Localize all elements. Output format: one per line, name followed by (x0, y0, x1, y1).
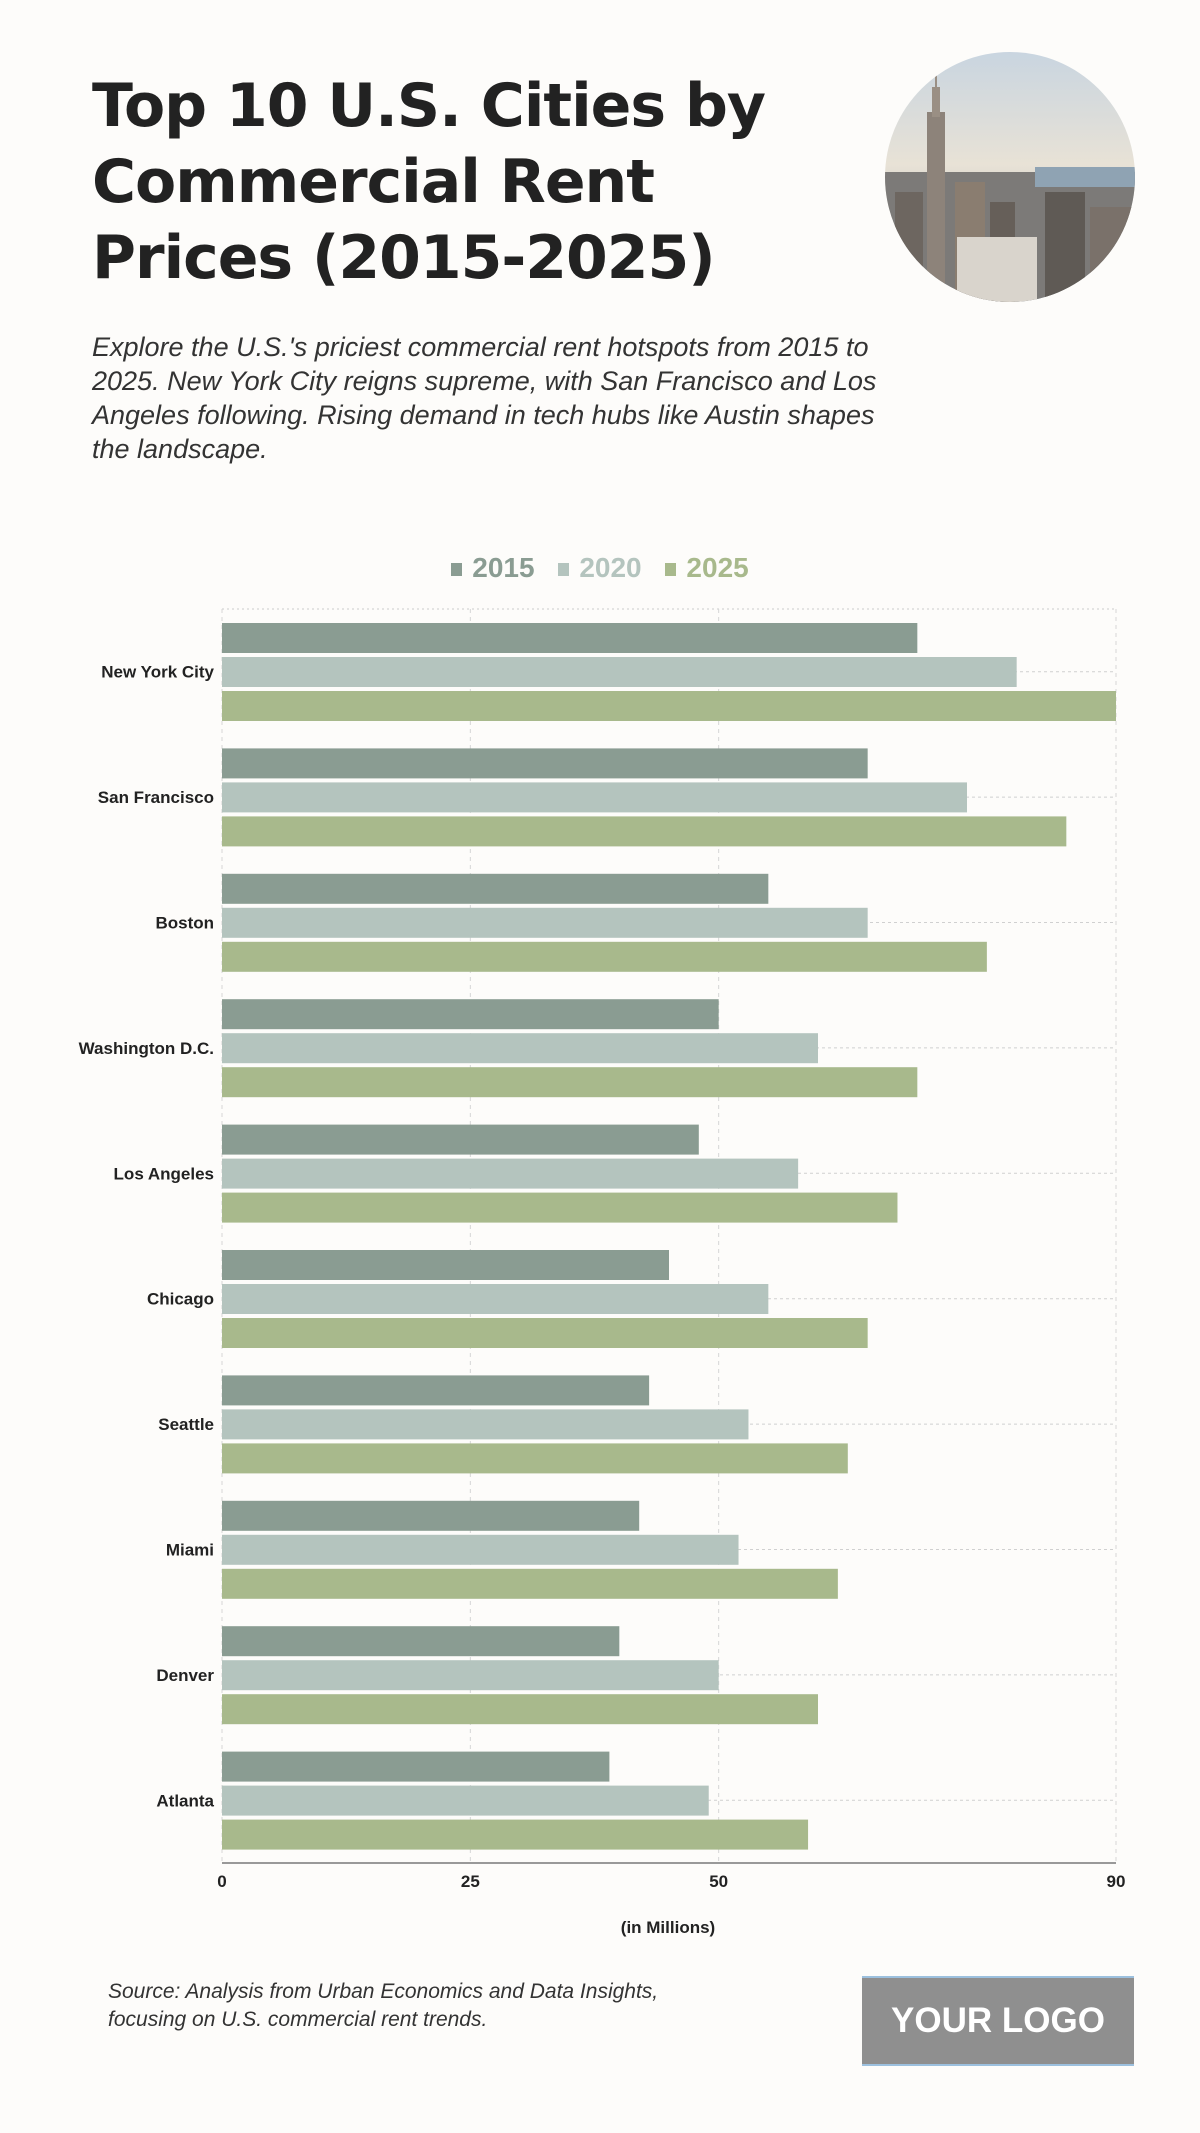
bar-2015 (222, 1375, 650, 1406)
category-label: Washington D.C. (79, 1039, 214, 1058)
category-label: San Francisco (98, 788, 214, 807)
bar-2025 (222, 1318, 868, 1348)
bar-2015 (222, 748, 868, 779)
bar-2025 (222, 1694, 818, 1725)
legend-swatch (665, 563, 677, 577)
bar-2015 (222, 999, 719, 1030)
bar-2015 (222, 1751, 610, 1782)
legend-swatch (558, 563, 570, 577)
bar-2020 (222, 1033, 818, 1064)
bar-2015 (222, 873, 769, 904)
bar-2025 (222, 1819, 809, 1850)
bar-2025 (222, 941, 987, 972)
legend-label: 2015 (472, 552, 535, 583)
bar-2020 (222, 1785, 709, 1816)
x-tick-label: 25 (461, 1872, 480, 1891)
legend-item-2015: 2015 (451, 552, 535, 583)
category-label: Seattle (158, 1415, 214, 1434)
bar-2015 (222, 1626, 620, 1657)
page-title: Top 10 U.S. Cities by Commercial Rent Pr… (92, 71, 766, 293)
bar-2020 (222, 907, 868, 938)
legend-label: 2025 (686, 552, 749, 583)
bar-2015 (222, 623, 918, 653)
category-label: Chicago (147, 1290, 214, 1309)
legend-item-2020: 2020 (558, 552, 642, 583)
city-skyline-photo (885, 52, 1135, 302)
bar-2020 (222, 1284, 769, 1314)
x-axis-label: (in Millions) (621, 1918, 715, 1937)
bar-2020 (222, 657, 1017, 687)
bar-2020 (222, 1534, 739, 1565)
bar-2020 (222, 1158, 799, 1189)
legend-swatch (451, 563, 463, 577)
bar-2020 (222, 1409, 749, 1440)
bar-2025 (222, 816, 1067, 847)
bar-2025 (222, 1568, 838, 1599)
category-label: Boston (155, 914, 214, 933)
x-tick-label: 90 (1107, 1872, 1126, 1891)
bar-chart: New York City San Francisco Boston Washingt… (79, 608, 1126, 1937)
bar-2020 (222, 782, 967, 813)
category-label: Denver (156, 1666, 214, 1685)
legend-label: 2020 (579, 552, 642, 583)
chart-legend: 2015 2020 2025 (0, 552, 1200, 584)
bar-2025 (222, 1192, 898, 1223)
page-subtitle: Explore the U.S.'s priciest commercial r… (92, 332, 877, 464)
category-label: Miami (166, 1541, 214, 1560)
bar-2015 (222, 1250, 669, 1280)
bar-2020 (222, 1660, 719, 1691)
source-note: Source: Analysis from Urban Economics an… (108, 1980, 659, 2031)
legend-item-2025: 2025 (665, 552, 749, 583)
bar-2025 (222, 1067, 918, 1098)
bar-2015 (222, 1124, 699, 1155)
x-tick-label: 50 (709, 1872, 728, 1891)
category-label: Los Angeles (114, 1164, 214, 1183)
bar-2025 (222, 691, 1116, 721)
bar-2025 (222, 1443, 848, 1474)
category-label: Atlanta (156, 1791, 214, 1810)
category-label: New York City (101, 663, 214, 682)
logo-placeholder: YOUR LOGO (862, 1976, 1134, 2066)
bar-2015 (222, 1500, 640, 1531)
x-tick-label: 0 (217, 1872, 226, 1891)
